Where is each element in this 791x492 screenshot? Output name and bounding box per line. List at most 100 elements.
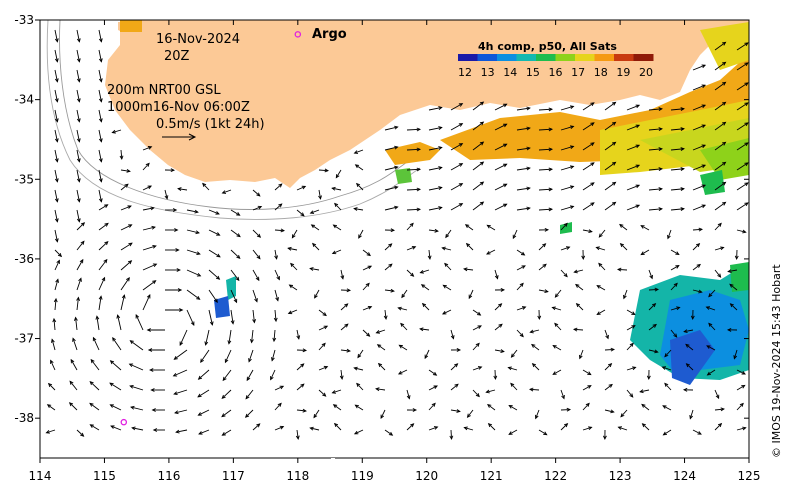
current-arrow bbox=[119, 149, 124, 160]
current-arrow bbox=[230, 289, 238, 304]
current-arrow bbox=[450, 123, 464, 131]
current-arrow bbox=[424, 349, 430, 360]
current-arrow bbox=[692, 164, 707, 171]
current-arrow bbox=[648, 287, 660, 292]
current-arrow bbox=[221, 189, 232, 194]
current-arrow bbox=[450, 163, 464, 171]
current-arrow bbox=[406, 147, 422, 152]
current-arrow bbox=[230, 229, 241, 238]
current-arrow bbox=[602, 429, 607, 441]
current-arrow bbox=[252, 289, 258, 303]
current-arrow bbox=[729, 303, 738, 311]
current-arrow bbox=[221, 409, 232, 418]
current-arrow bbox=[76, 169, 81, 183]
current-arrow bbox=[736, 384, 746, 391]
current-arrow bbox=[582, 369, 592, 376]
current-arrow bbox=[270, 369, 276, 381]
current-arrow bbox=[706, 345, 716, 351]
current-arrow bbox=[714, 161, 727, 171]
current-arrow bbox=[172, 369, 188, 377]
current-arrow bbox=[271, 349, 276, 362]
current-arrow bbox=[46, 404, 56, 411]
x-tick-label: 123 bbox=[609, 469, 632, 483]
current-arrow bbox=[516, 106, 531, 111]
current-arrow bbox=[560, 269, 568, 278]
x-tick-label: 114 bbox=[29, 469, 52, 483]
current-arrow bbox=[714, 201, 727, 211]
current-arrow bbox=[362, 265, 373, 271]
current-arrow bbox=[72, 337, 78, 351]
current-arrow bbox=[120, 242, 133, 251]
current-arrow bbox=[130, 405, 144, 411]
current-arrow bbox=[333, 422, 342, 431]
current-arrow bbox=[186, 229, 200, 235]
current-arrow bbox=[208, 249, 221, 258]
current-arrow bbox=[76, 240, 85, 251]
current-arrow bbox=[380, 409, 386, 420]
current-arrow bbox=[727, 269, 738, 273]
current-arrow bbox=[736, 162, 749, 171]
current-arrow bbox=[54, 69, 59, 83]
current-arrow bbox=[274, 425, 285, 431]
current-arrow bbox=[310, 224, 320, 231]
current-arrow bbox=[736, 229, 747, 234]
current-arrow bbox=[340, 348, 351, 353]
x-tick-label: 125 bbox=[738, 469, 761, 483]
current-arrow bbox=[572, 327, 584, 332]
colorbar: 4h comp, p50, All Sats 12 13 14 15 16 17 18 19 2… bbox=[458, 40, 654, 79]
current-arrow bbox=[54, 278, 59, 291]
current-arrow bbox=[692, 64, 707, 71]
current-arrow bbox=[272, 329, 277, 343]
colorbar-tick-label: 15 bbox=[526, 66, 540, 79]
current-arrow bbox=[274, 183, 283, 191]
current-arrow bbox=[318, 342, 326, 351]
current-arrow bbox=[682, 387, 694, 392]
current-arrow bbox=[340, 323, 349, 331]
current-arrow bbox=[507, 366, 518, 371]
current-arrow bbox=[582, 402, 590, 411]
current-arrow bbox=[147, 348, 165, 352]
current-arrow bbox=[450, 383, 459, 391]
current-arrow bbox=[53, 297, 58, 311]
current-arrow bbox=[54, 249, 63, 258]
current-arrow bbox=[616, 267, 628, 272]
current-arrow bbox=[736, 82, 749, 91]
current-arrow bbox=[68, 402, 78, 411]
current-arrow bbox=[428, 385, 438, 391]
argo-label: Argo bbox=[312, 27, 347, 42]
current-arrow bbox=[626, 325, 636, 331]
current-arrow bbox=[129, 340, 144, 351]
current-arrow bbox=[406, 127, 422, 132]
current-arrow bbox=[221, 389, 232, 399]
current-arrow bbox=[494, 143, 508, 151]
current-arrow bbox=[640, 225, 650, 231]
current-arrow bbox=[252, 229, 262, 238]
current-arrow bbox=[54, 149, 59, 163]
current-arrow bbox=[670, 127, 685, 131]
current-arrow bbox=[579, 349, 584, 360]
current-arrow bbox=[227, 329, 232, 345]
current-arrow bbox=[648, 269, 653, 280]
colorbar-tick-label: 19 bbox=[616, 66, 630, 79]
current-arrow bbox=[353, 366, 364, 371]
current-arrow bbox=[582, 182, 595, 191]
colorbar-swatch bbox=[497, 54, 517, 61]
y-tick-label: -33 bbox=[14, 13, 34, 27]
current-arrow bbox=[375, 329, 386, 334]
current-arrow bbox=[142, 146, 153, 151]
current-arrow bbox=[54, 259, 60, 271]
current-arrow bbox=[736, 122, 749, 131]
current-arrow bbox=[186, 289, 201, 300]
current-arrow bbox=[472, 309, 482, 316]
current-arrow bbox=[252, 249, 261, 260]
current-arrow bbox=[142, 225, 156, 231]
current-arrow bbox=[164, 168, 176, 173]
current-arrow bbox=[98, 89, 103, 103]
current-arrow bbox=[582, 142, 595, 151]
current-arrow bbox=[714, 269, 722, 278]
current-arrow bbox=[165, 288, 183, 292]
current-arrow bbox=[89, 381, 100, 391]
current-arrow bbox=[76, 189, 81, 203]
current-arrow bbox=[334, 202, 342, 211]
current-arrow bbox=[383, 309, 388, 320]
